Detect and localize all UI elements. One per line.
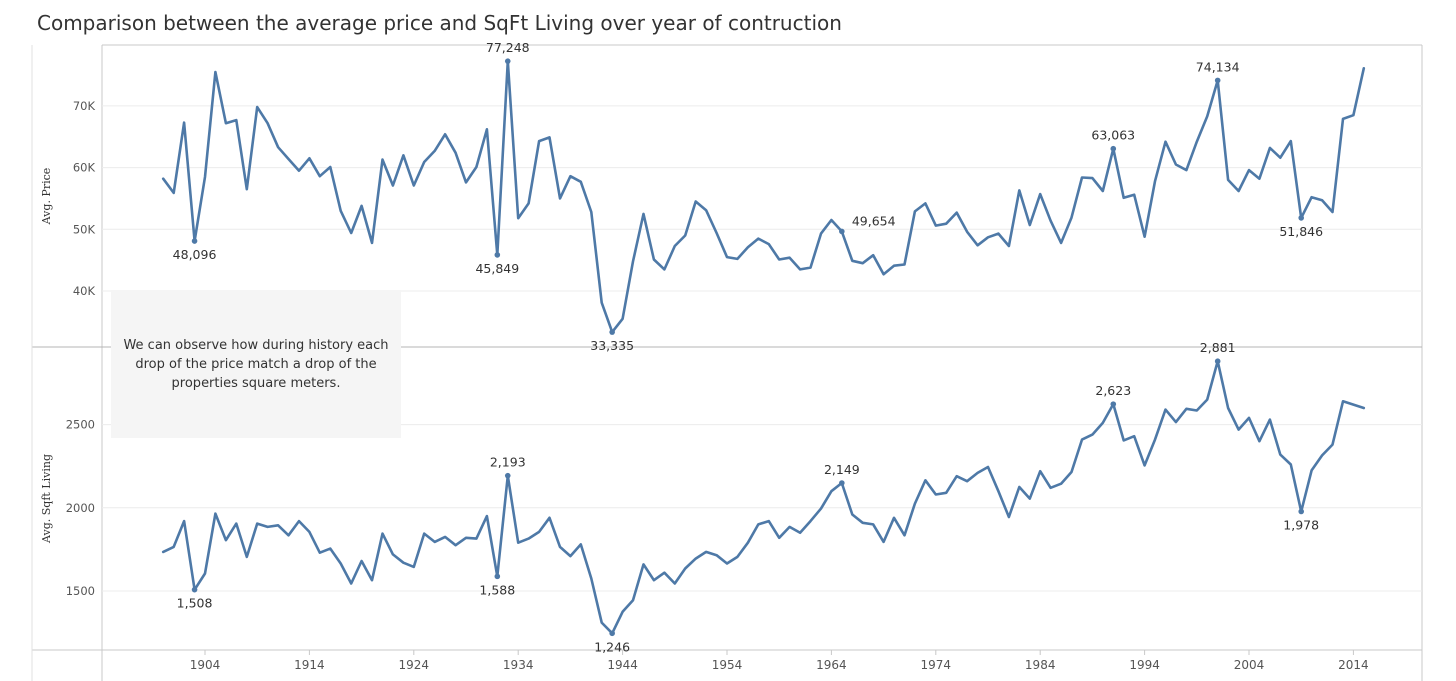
data-point-marker [191,586,198,593]
y-tick-label: 70K [73,99,96,113]
x-tick-label: 1904 [190,658,221,672]
data-point-marker [191,238,198,244]
data-point-marker [1214,77,1221,84]
avg-sqft-living-line [161,359,1366,635]
data-point-marker [1110,145,1117,152]
data-label: 2,623 [1095,383,1131,398]
x-tick-label: 2004 [1234,658,1265,672]
avg-price-line [161,59,1366,334]
x-tick-label: 1964 [816,658,847,672]
y-tick-label: 1500 [66,584,95,598]
data-label: 45,849 [475,261,519,276]
x-tick-label: 1974 [921,658,952,672]
x-tick-label: 1984 [1025,658,1056,672]
data-label: 49,654 [852,213,896,228]
data-label: 2,881 [1200,340,1236,355]
annotation-box: We can observe how during history each d… [111,290,401,438]
data-label: 1,246 [594,639,630,654]
data-label: 2,193 [490,455,526,470]
data-label: 1,508 [177,596,213,611]
y-tick-label: 2500 [66,418,95,432]
data-label: 77,248 [486,40,530,55]
data-point-marker [609,630,615,637]
y-tick-label: 50K [73,222,96,236]
data-point-marker [1298,508,1304,515]
data-point-marker [1214,358,1221,365]
data-point-marker [609,329,615,335]
data-point-marker [494,252,501,258]
chart-title: Comparison between the average price and… [37,11,842,35]
data-label: 48,096 [173,247,217,262]
data-label: 51,846 [1279,224,1323,239]
data-point-marker [839,480,845,486]
data-label: 1,588 [479,582,515,597]
data-point-marker [839,228,845,235]
data-point-marker [504,472,511,479]
data-point-marker [1298,215,1304,221]
y-axis-title: Avg. Price [40,168,53,226]
y-tick-label: 2000 [66,501,95,515]
data-label: 74,134 [1196,59,1240,74]
x-tick-label: 1924 [399,658,430,672]
x-tick-label: 1914 [294,658,325,672]
data-point-marker [504,58,511,64]
data-point-marker [494,573,501,580]
y-tick-label: 60K [73,161,96,175]
data-label: 2,149 [824,462,860,477]
data-label: 1,978 [1283,517,1319,532]
x-tick-label: 1944 [607,658,638,672]
data-label: 63,063 [1091,128,1135,143]
x-tick-label: 1934 [503,658,534,672]
y-tick-label: 40K [73,284,96,298]
data-point-marker [1110,401,1117,407]
x-tick-label: 2014 [1338,658,1369,672]
y-axis-title: Avg. Sqft Living [40,454,53,544]
x-tick-label: 1994 [1129,658,1160,672]
data-label: 33,335 [590,338,634,353]
x-tick-label: 1954 [712,658,743,672]
